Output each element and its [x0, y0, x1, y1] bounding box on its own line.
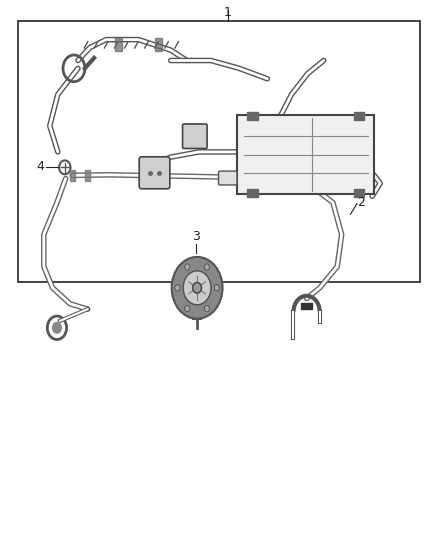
Text: 3: 3 [192, 230, 200, 243]
Bar [301, 303, 312, 309]
FancyBboxPatch shape [18, 21, 420, 282]
Bar [155, 38, 162, 51]
Circle shape [185, 264, 190, 270]
Circle shape [204, 264, 210, 270]
Bar [115, 38, 122, 51]
FancyBboxPatch shape [237, 115, 374, 194]
FancyBboxPatch shape [183, 124, 207, 149]
Circle shape [204, 305, 210, 312]
Bar [353, 111, 364, 120]
Bar [85, 170, 90, 181]
Bar [247, 111, 258, 120]
FancyBboxPatch shape [139, 157, 170, 189]
Circle shape [214, 285, 219, 291]
Circle shape [185, 305, 190, 312]
Text: 2: 2 [357, 196, 365, 209]
Bar [247, 189, 258, 198]
Text: 1: 1 [224, 6, 232, 19]
Text: 4: 4 [36, 160, 44, 173]
Bar [70, 170, 75, 181]
Circle shape [193, 282, 201, 293]
Circle shape [53, 322, 61, 333]
FancyBboxPatch shape [219, 171, 237, 185]
Circle shape [172, 257, 223, 319]
Bar [353, 189, 364, 198]
Circle shape [175, 285, 180, 291]
Circle shape [183, 271, 211, 305]
